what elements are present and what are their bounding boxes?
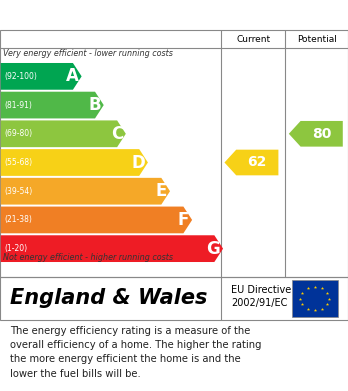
Polygon shape bbox=[1, 63, 82, 90]
Polygon shape bbox=[1, 206, 192, 233]
Text: (69-80): (69-80) bbox=[4, 129, 32, 138]
Text: The energy efficiency rating is a measure of the
overall efficiency of a home. T: The energy efficiency rating is a measur… bbox=[10, 326, 262, 379]
Text: E: E bbox=[156, 182, 167, 200]
Text: C: C bbox=[111, 125, 123, 143]
Text: A: A bbox=[66, 67, 79, 85]
Text: Very energy efficient - lower running costs: Very energy efficient - lower running co… bbox=[3, 49, 173, 58]
Text: England & Wales: England & Wales bbox=[10, 289, 208, 308]
Text: (39-54): (39-54) bbox=[4, 187, 32, 196]
Text: D: D bbox=[132, 154, 145, 172]
Polygon shape bbox=[224, 150, 278, 175]
Text: (55-68): (55-68) bbox=[4, 158, 32, 167]
Text: 62: 62 bbox=[248, 156, 267, 170]
Polygon shape bbox=[1, 149, 148, 176]
Text: B: B bbox=[88, 96, 101, 114]
Text: Current: Current bbox=[236, 34, 270, 43]
Text: 80: 80 bbox=[312, 127, 331, 141]
Bar bbox=[292, 280, 338, 317]
Text: (81-91): (81-91) bbox=[4, 100, 32, 109]
Text: (1-20): (1-20) bbox=[4, 244, 27, 253]
Text: EU Directive
2002/91/EC: EU Directive 2002/91/EC bbox=[231, 285, 292, 308]
Text: (92-100): (92-100) bbox=[4, 72, 37, 81]
Polygon shape bbox=[289, 121, 343, 147]
Text: (21-38): (21-38) bbox=[4, 215, 32, 224]
Text: Energy Efficiency Rating: Energy Efficiency Rating bbox=[7, 6, 236, 24]
Text: F: F bbox=[178, 211, 189, 229]
Polygon shape bbox=[1, 120, 126, 147]
Polygon shape bbox=[1, 92, 104, 118]
Polygon shape bbox=[1, 235, 223, 262]
Polygon shape bbox=[1, 178, 170, 204]
Text: Not energy efficient - higher running costs: Not energy efficient - higher running co… bbox=[3, 253, 174, 262]
Text: G: G bbox=[206, 240, 220, 258]
Text: Potential: Potential bbox=[297, 34, 337, 43]
